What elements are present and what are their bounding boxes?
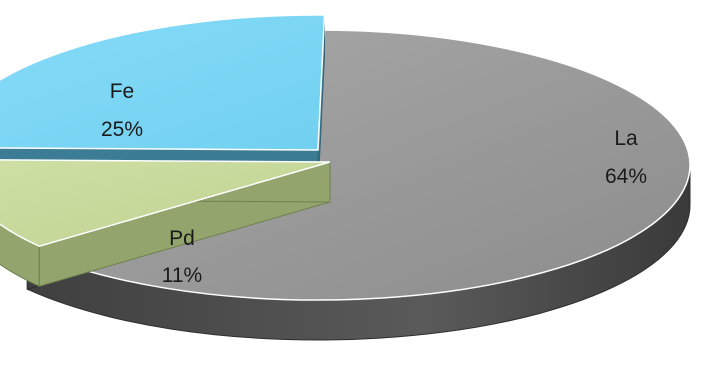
slice-label-la-value: 64% xyxy=(605,165,647,188)
labels-layer: La 64% Fe 25% Pd 11% xyxy=(101,80,647,287)
pie-slice-pd xyxy=(0,159,331,248)
slice-label-fe-name: Fe xyxy=(110,80,135,103)
pie-slice-pd-side xyxy=(0,223,40,288)
slice-label-fe-value: 25% xyxy=(101,118,143,141)
pie-slice-fe xyxy=(0,14,326,151)
slice-label-pd-name: Pd xyxy=(169,227,195,250)
slice-label-pd-value: 11% xyxy=(162,264,202,287)
slice-label-la-name: La xyxy=(614,127,638,150)
slices-layer xyxy=(0,14,691,341)
